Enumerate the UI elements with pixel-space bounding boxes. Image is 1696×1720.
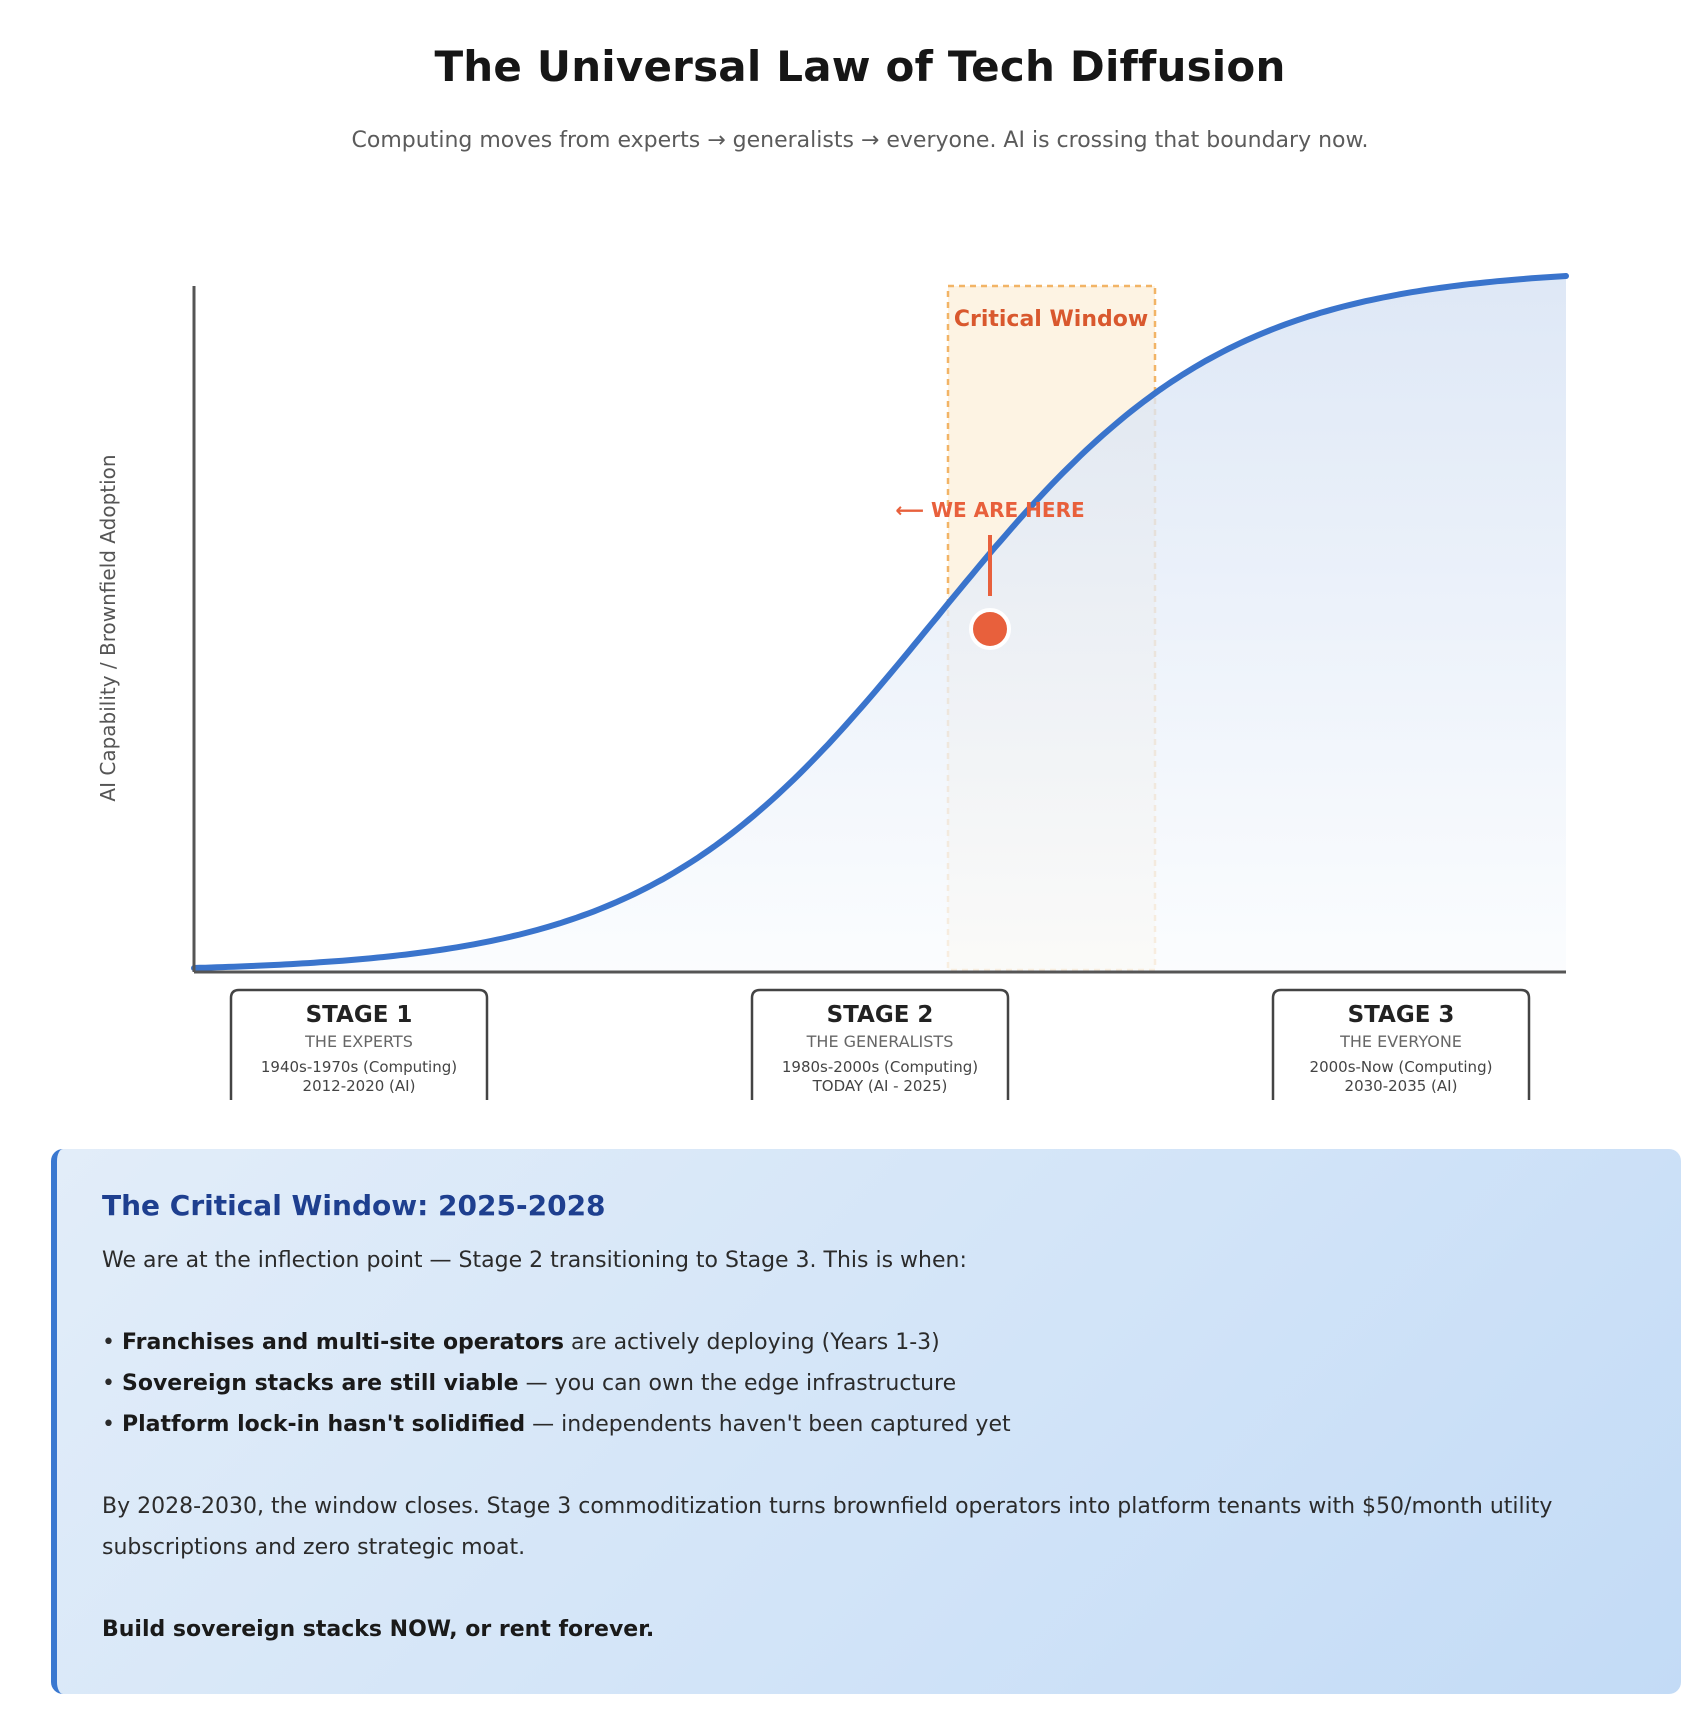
critical-window-label: Critical Window <box>954 307 1148 332</box>
callout-bullet-text: — you can own the edge infrastructure <box>518 1371 957 1396</box>
page-subtitle: Computing moves from experts → generalis… <box>351 128 1369 153</box>
stage-1-subtitle: THE EXPERTS <box>304 1032 413 1051</box>
stage-3-box: STAGE 3 THE EVERYONE 2000s-Now (Computin… <box>1271 988 1531 1100</box>
stage-2-line1: 1980s-2000s (Computing) <box>782 1058 978 1076</box>
curve-area-fill <box>194 276 1566 972</box>
stage-3-line2: 2030-2035 (AI) <box>1345 1077 1458 1095</box>
callout-bullet: • Platform lock-in hasn't solidified — i… <box>102 1412 1011 1437</box>
callout-bullet-bold: Franchises and multi-site operators <box>121 1330 564 1355</box>
stage-2-title: STAGE 2 <box>827 1002 934 1028</box>
stage-1-line2: 2012-2020 (AI) <box>303 1077 416 1095</box>
stage-1-title: STAGE 1 <box>306 1002 413 1028</box>
callout-cta: Build sovereign stacks NOW, or rent fore… <box>102 1609 1637 1650</box>
stage-3-line1: 2000s-Now (Computing) <box>1310 1058 1493 1076</box>
callout-bullet: • Sovereign stacks are still viable — yo… <box>102 1371 957 1396</box>
stage-2-line2: TODAY (AI - 2025) <box>812 1077 948 1095</box>
callout-bullet-text: — independents haven't been captured yet <box>525 1412 1011 1437</box>
stage-3-subtitle: THE EVERYONE <box>1339 1032 1462 1051</box>
callout-intro: We are at the inflection point — Stage 2… <box>102 1248 967 1273</box>
callout-heading: The Critical Window: 2025-2028 <box>102 1189 606 1222</box>
callout-bullet: • Franchises and multi-site operators ar… <box>102 1330 940 1355</box>
stage-1-box: STAGE 1 THE EXPERTS 1940s-1970s (Computi… <box>229 988 489 1100</box>
callout-bullet-text: are actively deploying (Years 1-3) <box>564 1330 940 1355</box>
s-curve-chart: AI Capability / Brownfield Adoption Crit… <box>96 273 1569 1100</box>
callout-closing: By 2028-2030, the window closes. Stage 3… <box>102 1494 1553 1560</box>
we-are-here-dot <box>969 608 1011 650</box>
critical-window-callout: The Critical Window: 2025-2028 We are at… <box>51 1149 1681 1694</box>
page-title: The Universal Law of Tech Diffusion <box>434 42 1286 91</box>
stage-2-subtitle: THE GENERALISTS <box>806 1032 954 1051</box>
callout-bullet-bold: Sovereign stacks are still viable <box>121 1371 519 1396</box>
stage-3-title: STAGE 3 <box>1348 1002 1455 1028</box>
callout-bullet-bold: Platform lock-in hasn't solidified <box>121 1412 526 1437</box>
y-axis-label: AI Capability / Brownfield Adoption <box>96 454 120 801</box>
stage-2-box: STAGE 2 THE GENERALISTS 1980s-2000s (Com… <box>750 988 1010 1100</box>
s-curve-line <box>191 273 1569 971</box>
we-are-here-label: ⟵ WE ARE HERE <box>895 498 1084 522</box>
callout-cta-text: Build sovereign stacks NOW, or rent fore… <box>102 1617 655 1642</box>
stage-1-line1: 1940s-1970s (Computing) <box>261 1058 457 1076</box>
